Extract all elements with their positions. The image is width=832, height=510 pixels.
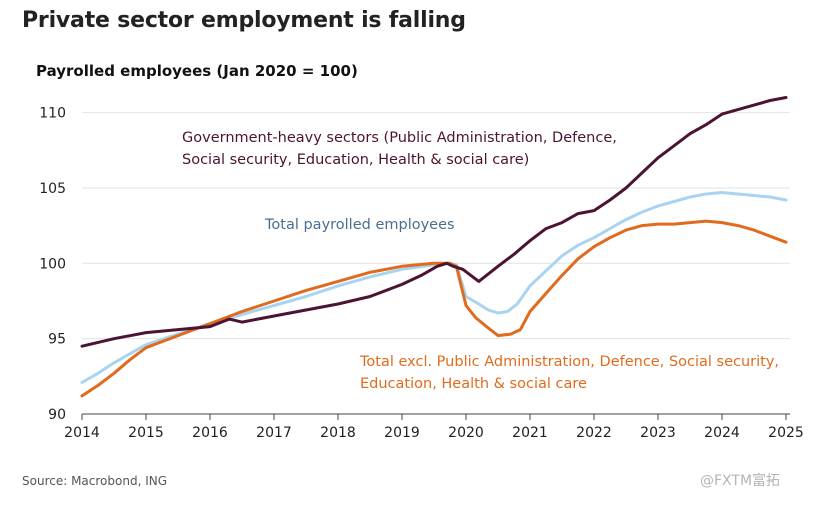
x-tick-label: 2020	[448, 425, 484, 441]
series-line-private	[80, 219, 788, 398]
y-tick-label: 100	[39, 256, 66, 272]
x-axis: 2014 2015 2016 2017 2018 2019 2020 2021 2022 2023…	[64, 413, 804, 441]
x-tick-label: 2015	[128, 425, 164, 441]
x-tick-label: 2023	[640, 425, 676, 441]
y-axis: 90 95 100 105 110	[39, 106, 66, 423]
chart-title: Private sector employment is falling	[22, 8, 466, 33]
annotation-private-line1: Total excl. Public Administration, Defen…	[359, 354, 779, 370]
y-axis-title: Payrolled employees (Jan 2020 = 100)	[36, 62, 358, 80]
x-tick-label: 2017	[256, 425, 292, 441]
annotation-government-line1: Government-heavy sectors (Public Adminis…	[182, 130, 617, 146]
y-tick-label: 90	[48, 407, 66, 423]
x-tick-label: 2022	[576, 425, 612, 441]
series-line-government	[80, 96, 788, 348]
x-tick-label: 2024	[704, 425, 740, 441]
y-tick-label: 95	[48, 332, 66, 348]
x-tick-label: 2016	[192, 425, 228, 441]
annotation-government-line2: Social security, Education, Health & soc…	[182, 152, 529, 168]
x-tick-label: 2025	[768, 425, 804, 441]
x-tick-label: 2014	[64, 425, 100, 441]
source-note: Source: Macrobond, ING	[22, 474, 168, 488]
watermark-logo: @FXTM富拓	[700, 473, 781, 489]
y-tick-label: 110	[39, 106, 66, 122]
x-tick-label: 2019	[384, 425, 420, 441]
annotation-total: Total payrolled employees	[264, 217, 455, 233]
x-tick-label: 2018	[320, 425, 356, 441]
series-lines	[80, 96, 788, 398]
y-tick-label: 105	[39, 181, 66, 197]
x-tick-label: 2021	[512, 425, 548, 441]
annotation-private-line2: Education, Health & social care	[360, 376, 587, 392]
